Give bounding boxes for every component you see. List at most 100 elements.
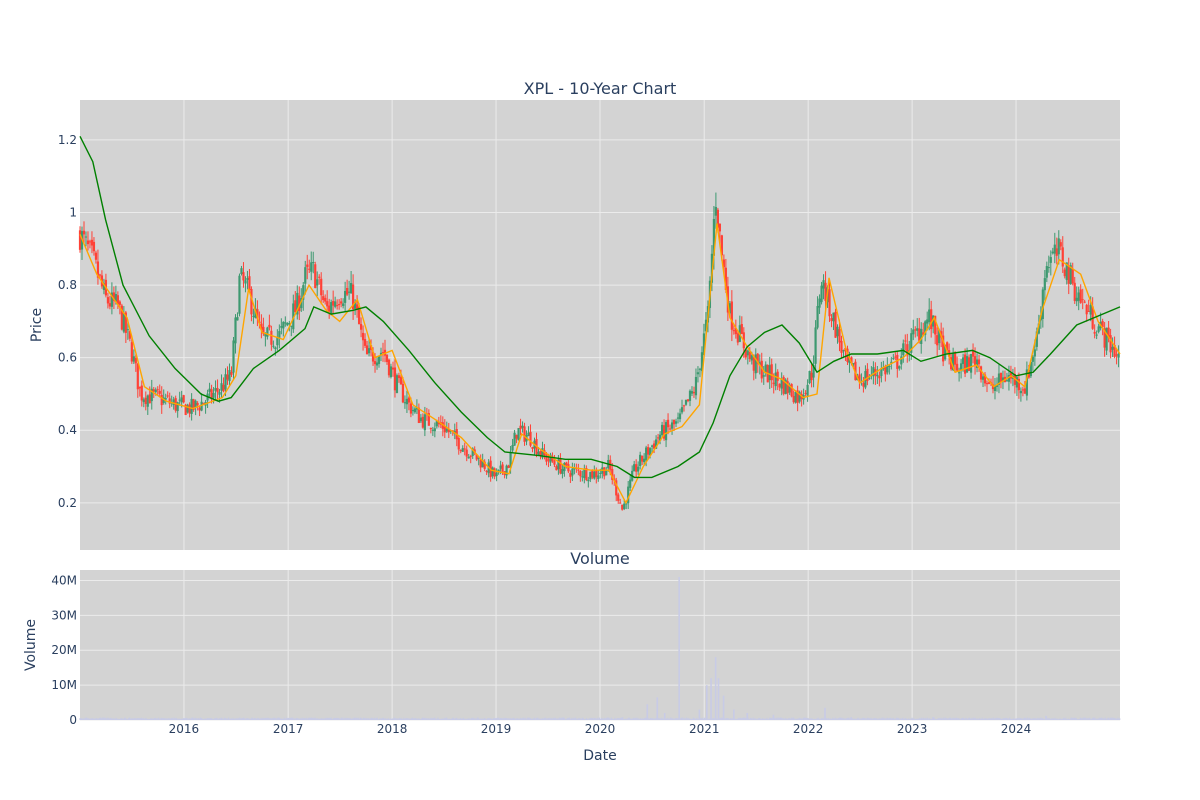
volume-bar-peak	[656, 697, 659, 720]
volume-bar	[990, 718, 992, 720]
volume-bar	[820, 718, 822, 720]
volume-bar-peak	[516, 718, 518, 720]
candle-body	[210, 389, 213, 400]
volume-bar	[163, 718, 165, 720]
volume-bar	[823, 717, 825, 720]
volume-bar	[407, 718, 409, 720]
volume-bar	[346, 717, 349, 720]
volume-bar	[893, 718, 895, 720]
candle-body	[627, 486, 630, 504]
volume-bar	[359, 717, 361, 720]
volume-bar	[1057, 719, 1059, 720]
volume-bar	[202, 719, 204, 720]
volume-bar	[492, 718, 495, 720]
volume-bar	[574, 717, 577, 720]
volume-bar	[194, 717, 196, 720]
volume-bar	[883, 717, 885, 720]
volume-bar	[280, 719, 282, 720]
candle-body	[387, 359, 391, 376]
volume-bar	[480, 718, 482, 720]
volume-bar	[135, 718, 137, 720]
volume-bar	[250, 718, 252, 720]
volume-bar	[885, 718, 887, 720]
volume-bar	[467, 718, 469, 720]
volume-bar	[536, 717, 538, 720]
candle-body	[373, 361, 377, 365]
volume-bar-peak	[434, 718, 436, 720]
volume-bar	[785, 718, 788, 720]
volume-bar	[915, 718, 917, 720]
candle-body	[714, 207, 718, 216]
candle-body	[108, 303, 112, 307]
volume-bar	[192, 717, 194, 720]
candle-body	[531, 447, 534, 449]
volume-bar	[1110, 717, 1112, 720]
volume-bar	[903, 719, 906, 720]
volume-bar	[1118, 718, 1120, 720]
volume-bar	[804, 717, 806, 720]
volume-bar	[221, 717, 223, 720]
volume-bar	[592, 718, 595, 720]
candle-body	[660, 424, 664, 435]
candle-body	[852, 363, 855, 365]
candle-body	[605, 470, 608, 476]
volume-bar	[93, 718, 95, 720]
candle-body	[946, 342, 949, 351]
volume-bar	[257, 718, 260, 720]
candle-body	[1103, 328, 1106, 348]
volume-bar	[119, 718, 121, 720]
volume-bar	[817, 717, 819, 720]
volume-bar	[729, 718, 731, 720]
candle-body	[782, 377, 785, 394]
volume-bar	[116, 718, 118, 720]
volume-bar	[211, 718, 214, 720]
candle-body	[1079, 289, 1082, 303]
volume-bar	[548, 718, 550, 720]
volume-bar	[907, 718, 909, 720]
volume-bar	[1003, 718, 1005, 720]
candle-body	[338, 303, 341, 305]
candle-body	[716, 209, 719, 228]
candle-body	[776, 371, 779, 381]
candle-body	[790, 384, 793, 397]
volume-bar	[631, 718, 633, 720]
volume-bar	[991, 718, 994, 720]
volume-bar	[726, 718, 729, 720]
candle-body	[447, 428, 450, 433]
volume-bar	[285, 718, 287, 720]
candle-body	[136, 363, 139, 390]
volume-bar	[843, 718, 845, 720]
volume-bar	[619, 718, 621, 720]
volume-bar	[251, 717, 253, 720]
volume-bar	[886, 717, 888, 720]
volume-bar	[189, 718, 191, 720]
candle-body	[355, 304, 359, 310]
candle-body	[140, 385, 143, 401]
candle-body	[812, 365, 815, 378]
candle-body	[511, 445, 514, 451]
volume-bar	[474, 718, 476, 720]
candle-body	[902, 343, 905, 356]
candle-body	[252, 315, 255, 317]
candle-body	[304, 267, 307, 284]
candle-body	[409, 403, 413, 414]
volume-bar	[902, 717, 904, 720]
candle-body	[242, 272, 245, 281]
volume-bar	[761, 718, 763, 720]
candle-body	[351, 284, 355, 310]
volume-bar	[437, 717, 439, 720]
volume-bar	[483, 717, 485, 720]
candle-body	[120, 305, 123, 330]
volume-tick-label: 40M	[51, 573, 77, 587]
volume-bar	[143, 718, 145, 720]
candle-body	[142, 399, 145, 403]
candle-body	[740, 324, 743, 335]
volume-bar	[187, 718, 190, 720]
volume-bar	[668, 718, 670, 720]
volume-bar	[960, 718, 962, 720]
volume-bar	[1056, 718, 1058, 720]
candle-body	[647, 447, 650, 455]
volume-bar	[505, 718, 507, 720]
candle-body	[423, 414, 426, 431]
candle-body	[118, 301, 121, 305]
